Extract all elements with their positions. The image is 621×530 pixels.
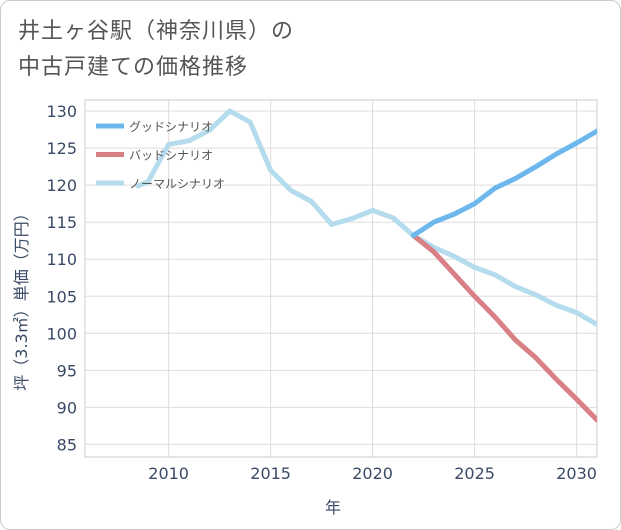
y-tick-label: 125 — [46, 139, 77, 158]
x-tick-labels: 2010 2015 2020 2025 2030 — [148, 464, 597, 483]
plot-area-border — [84, 99, 598, 458]
y-tick-label: 120 — [46, 176, 77, 195]
x-tick-label: 2025 — [454, 464, 495, 483]
x-axis-label: 年 — [325, 498, 341, 517]
y-axis-label: 坪（3.3㎡）単価（万円） — [12, 205, 31, 390]
grid — [85, 100, 597, 457]
y-tick-label: 85 — [57, 435, 77, 454]
x-tick-label: 2015 — [250, 464, 291, 483]
legend-label: グッドシナリオ — [129, 120, 213, 134]
legend-label: バッドシナリオ — [129, 149, 213, 163]
chart-title: 井土ヶ谷駅（神奈川県）の 中古戸建ての価格推移 — [18, 14, 294, 86]
x-tick-label: 2010 — [148, 464, 189, 483]
series-line-2 — [135, 108, 597, 327]
y-tick-label: 130 — [46, 102, 77, 121]
chart-title-line-1: 井土ヶ谷駅（神奈川県）の — [18, 19, 295, 44]
x-tick-label: 2030 — [556, 464, 597, 483]
chart-title-line-2: 中古戸建ての価格推移 — [18, 55, 249, 80]
y-tick-label: 105 — [46, 287, 77, 306]
y-tick-label: 110 — [46, 250, 77, 269]
y-tick-labels: 85 90 95 100 105 110 115 120 125 130 — [46, 102, 77, 454]
y-tick-label: 95 — [57, 361, 77, 380]
series-line-1 — [410, 233, 597, 423]
legend-label: ノーマルシナリオ — [129, 177, 225, 191]
series-group — [135, 108, 597, 423]
x-tick-label: 2020 — [352, 464, 393, 483]
series-line-0 — [410, 128, 597, 238]
y-tick-label: 90 — [57, 398, 77, 417]
y-tick-label: 115 — [46, 213, 77, 232]
y-tick-label: 100 — [46, 324, 77, 343]
